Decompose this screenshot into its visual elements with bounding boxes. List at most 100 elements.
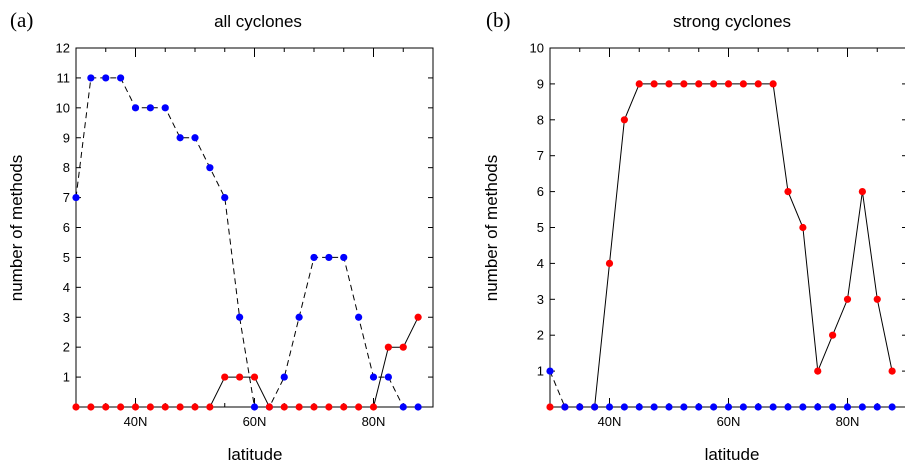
data-point bbox=[680, 403, 688, 411]
data-point bbox=[369, 403, 378, 411]
data-point bbox=[665, 403, 673, 411]
data-point bbox=[635, 80, 643, 88]
data-point bbox=[87, 74, 95, 82]
axis-ticks bbox=[76, 47, 433, 407]
data-point bbox=[888, 367, 896, 375]
data-point bbox=[620, 116, 628, 124]
data-point bbox=[250, 403, 259, 411]
y-tick-label: 6 bbox=[537, 184, 544, 199]
data-point bbox=[176, 134, 184, 142]
data-point bbox=[221, 193, 229, 202]
x-tick-label: 60N bbox=[243, 414, 267, 429]
series-layer bbox=[546, 80, 896, 411]
series-layer bbox=[72, 74, 422, 411]
data-point bbox=[265, 403, 273, 411]
chart-title: strong cyclones bbox=[673, 12, 791, 31]
data-point bbox=[280, 373, 288, 381]
data-point bbox=[814, 403, 822, 411]
chart-panel-strong-cyclones: (b) strong cyclones 1 2 3 4 5 6 7 8 9 10 40N 60N 80… bbox=[482, 8, 905, 463]
y-tick-label: 8 bbox=[537, 112, 544, 127]
plot-frame bbox=[549, 47, 905, 408]
data-point bbox=[829, 403, 837, 411]
data-point bbox=[873, 403, 881, 411]
data-point bbox=[843, 295, 852, 303]
data-point bbox=[131, 403, 140, 411]
data-point bbox=[605, 259, 614, 267]
y-tick-label: 5 bbox=[537, 220, 544, 235]
data-point bbox=[546, 403, 554, 411]
data-point bbox=[650, 403, 658, 411]
panel-label: (a) bbox=[10, 8, 33, 32]
data-point bbox=[250, 373, 259, 381]
data-point bbox=[814, 367, 822, 375]
data-point bbox=[799, 223, 807, 232]
data-point bbox=[310, 253, 318, 262]
data-point bbox=[191, 134, 199, 142]
x-tick-label: 40N bbox=[598, 414, 622, 429]
data-point bbox=[873, 295, 881, 303]
y-tick-label: 10 bbox=[56, 100, 70, 115]
y-tick-label: 12 bbox=[56, 41, 70, 56]
chart-title: all cyclones bbox=[214, 12, 302, 31]
data-point bbox=[146, 403, 154, 411]
data-point bbox=[561, 403, 569, 411]
data-point bbox=[591, 403, 599, 411]
y-tick-label: 7 bbox=[537, 148, 544, 163]
data-point bbox=[206, 164, 214, 172]
x-tick-label: 80N bbox=[362, 414, 386, 429]
data-point bbox=[146, 104, 154, 112]
data-point bbox=[635, 403, 643, 411]
data-point bbox=[650, 80, 658, 88]
data-point bbox=[369, 373, 378, 381]
data-point bbox=[399, 403, 407, 411]
data-point bbox=[546, 367, 554, 375]
x-tick-label: 40N bbox=[124, 414, 148, 429]
data-point bbox=[117, 403, 125, 411]
data-point bbox=[695, 80, 703, 88]
data-point bbox=[384, 373, 392, 381]
data-point bbox=[784, 403, 792, 411]
data-point bbox=[280, 403, 288, 411]
data-point bbox=[769, 80, 777, 88]
axis-ticks bbox=[550, 47, 905, 407]
data-point bbox=[605, 403, 614, 411]
plot-frame bbox=[75, 47, 434, 408]
y-tick-label: 2 bbox=[537, 328, 544, 343]
data-point bbox=[87, 403, 95, 411]
data-point bbox=[754, 403, 762, 411]
y-tick-label: 3 bbox=[63, 310, 70, 325]
panel-label: (b) bbox=[486, 8, 511, 32]
data-point bbox=[843, 403, 852, 411]
y-tick-label: 4 bbox=[537, 256, 544, 271]
data-point bbox=[221, 373, 229, 381]
data-point bbox=[325, 403, 333, 411]
data-point bbox=[72, 193, 80, 202]
y-tick-label: 8 bbox=[63, 160, 70, 175]
data-point bbox=[72, 403, 80, 411]
data-point bbox=[102, 403, 110, 411]
data-point bbox=[754, 80, 762, 88]
data-point bbox=[340, 403, 348, 411]
series-line bbox=[550, 83, 893, 408]
data-point bbox=[236, 313, 244, 321]
data-point bbox=[858, 188, 866, 196]
data-point bbox=[665, 80, 673, 88]
data-point bbox=[769, 403, 777, 411]
data-point bbox=[131, 104, 140, 112]
y-tick-label: 10 bbox=[530, 41, 544, 56]
data-point bbox=[799, 403, 807, 411]
data-point bbox=[117, 74, 125, 82]
data-point bbox=[384, 343, 392, 351]
data-point bbox=[236, 373, 244, 381]
data-point bbox=[340, 253, 348, 262]
data-point bbox=[576, 403, 584, 411]
x-tick-labels: 40N 60N 80N bbox=[124, 414, 386, 429]
y-tick-label: 9 bbox=[63, 130, 70, 145]
data-point bbox=[739, 80, 747, 88]
data-point bbox=[102, 74, 110, 82]
data-point bbox=[206, 403, 214, 411]
y-axis-label: number of methods bbox=[7, 155, 26, 301]
data-point bbox=[176, 403, 184, 411]
